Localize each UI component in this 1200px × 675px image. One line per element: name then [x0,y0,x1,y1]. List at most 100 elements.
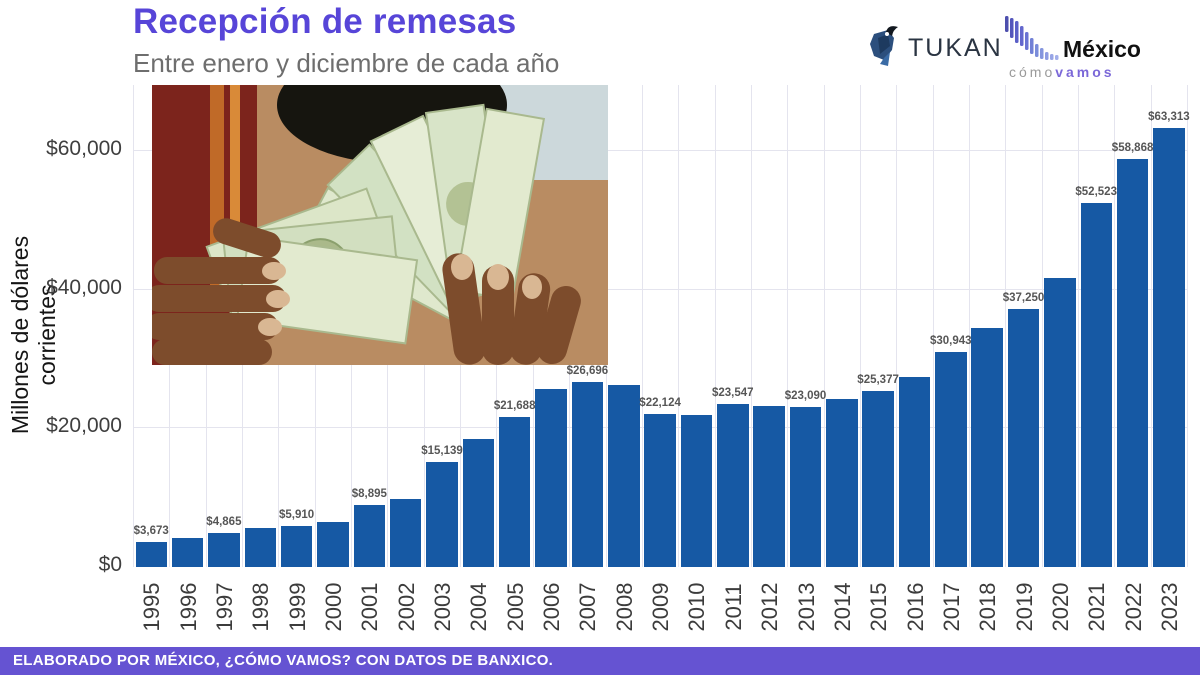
bar-2018 [971,328,1003,567]
x-tick-label-2022: 2022 [1120,582,1146,632]
bar-value-label-2017: $30,943 [930,335,972,348]
x-tick-label-1997: 1997 [211,582,237,632]
y-tick-label: $20,000 [46,414,122,438]
bar-2010 [680,414,713,567]
footer-bar: ELABORADO POR MÉXICO, ¿CÓMO VAMOS? CON D… [0,647,1200,675]
y-tick-label: $60,000 [46,136,122,160]
vertical-gridline [641,85,643,567]
x-tick-label-2019: 2019 [1011,582,1037,632]
bar-value-label-2011: $23,547 [712,386,754,399]
bar-2017 [935,352,967,567]
mcv-logo-tagline: cómovamos [1009,64,1115,80]
bar-2005 [498,416,531,567]
remittances-photo [152,85,608,365]
x-tick-label-2005: 2005 [502,582,528,632]
mcv-tagline-vamos: vamos [1055,64,1115,80]
bar-2000 [317,521,349,567]
bar-value-label-2022: $58,868 [1111,141,1154,154]
x-tick-label-2014: 2014 [829,582,855,632]
x-tick-label-2012: 2012 [757,582,783,632]
x-tick-label-1995: 1995 [139,582,165,632]
bar-2013 [789,406,822,567]
bar-1999 [280,526,313,567]
horizontal-gridline [133,149,1187,151]
mexico-como-vamos-logo: México cómovamos [1005,12,1165,84]
x-tick-label-2011: 2011 [720,583,746,631]
vertical-gridline [968,85,970,567]
x-tick-label-2008: 2008 [611,582,637,632]
horizontal-gridline [133,288,1187,290]
x-tick-label-2003: 2003 [430,582,455,632]
x-tick-label-2009: 2009 [648,582,674,632]
vertical-gridline [859,85,861,567]
tukan-logo-text: TUKAN [908,34,1003,62]
vertical-gridline [133,85,134,567]
vertical-gridline [896,85,898,567]
bar-2012 [753,405,785,567]
bar-value-label-2023: $63,313 [1148,110,1190,123]
bar-value-label-2021: $52,523 [1075,185,1117,198]
x-tick-label-2010: 2010 [684,582,710,632]
bar-2022 [1116,158,1149,567]
footer-text: ELABORADO POR MÉXICO, ¿CÓMO VAMOS? CON D… [13,652,554,669]
vertical-gridline [1005,85,1007,567]
bar-2002 [389,499,422,567]
bar-value-label-2013: $23,090 [784,389,827,402]
bar-value-label-1995: $3,673 [133,524,169,537]
page-subtitle: Entre enero y diciembre de cada año [133,48,560,78]
bar-value-label-2019: $37,250 [1002,291,1045,304]
bar-2014 [826,398,858,567]
x-tick-label-2020: 2020 [1047,582,1073,632]
x-tick-label-2013: 2013 [793,582,819,632]
bar-value-label-2003: $15,139 [421,445,463,457]
bar-2023 [1153,127,1185,567]
bar-2003 [426,462,458,567]
x-tick-label-1996: 1996 [175,582,201,632]
bar-2009 [644,413,676,567]
page-title: Recepción de remesas [133,2,517,41]
bar-value-label-2015: $25,377 [857,374,899,386]
x-tick-label-2018: 2018 [975,582,1001,632]
bar-2015 [862,391,894,567]
bar-value-label-1999: $5,910 [279,509,315,521]
bar-2011 [717,403,749,567]
bar-2021 [1080,202,1112,567]
bar-1995 [135,541,167,567]
x-tick-label-2023: 2023 [1156,582,1182,632]
bar-1997 [208,533,240,567]
bars-wave-icon [1005,14,1075,69]
bar-value-label-1997: $4,865 [206,516,242,529]
x-axis-labels: 1995 1996 1997 1998 1999 2000 2001 2002 2003 2004… [133,567,1187,647]
vertical-gridline [1114,85,1116,567]
bar-value-label-2009: $22,124 [639,396,681,409]
y-tick-label: $40,000 [46,275,122,299]
bar-1998 [244,528,276,567]
x-tick-label-2004: 2004 [466,582,492,632]
mcv-logo-name: México [1063,36,1141,62]
bar-2004 [462,439,495,567]
tukan-logo: TUKAN [868,24,1003,73]
x-tick-label-2000: 2000 [321,582,346,632]
vertical-gridline [678,85,680,567]
vertical-gridline [750,85,752,567]
vertical-gridline [1187,85,1188,567]
vertical-gridline [932,85,934,567]
bar-value-label-2001: $8,895 [351,488,387,501]
y-axis-ticks: $0 $20,000 $40,000 $60,000 [0,85,122,576]
vertical-gridline [1041,85,1043,567]
bar-2016 [898,377,931,567]
bar-2006 [535,389,567,567]
bar-2007 [571,381,604,567]
vertical-gridline [787,85,789,567]
vertical-gridline [1150,85,1152,567]
bar-value-label-2005: $21,688 [493,399,536,412]
x-tick-label-1999: 1999 [284,582,310,632]
vertical-gridline [714,85,716,567]
x-tick-label-2002: 2002 [393,582,419,632]
bar-2019 [1007,308,1040,567]
bar-value-label-2007: $26,696 [566,364,609,377]
x-tick-label-2006: 2006 [539,582,564,632]
bar-1996 [171,537,204,567]
x-tick-label-2007: 2007 [575,582,601,632]
